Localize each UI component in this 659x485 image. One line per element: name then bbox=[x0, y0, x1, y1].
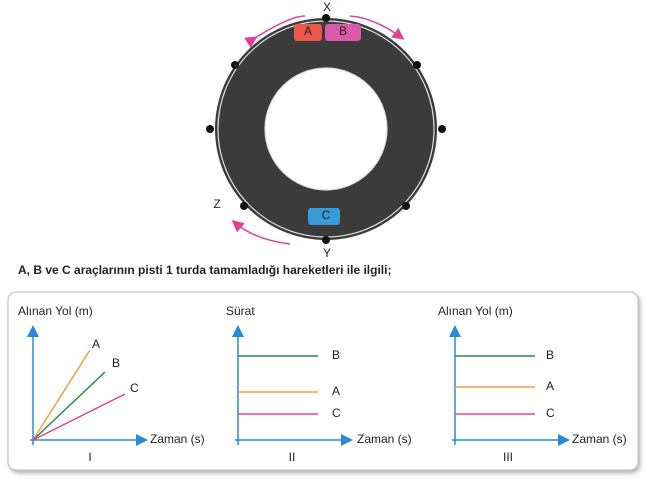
x-axis-label: Zaman (s) bbox=[150, 432, 205, 446]
car-label: B bbox=[339, 24, 347, 38]
graph-line bbox=[32, 349, 91, 441]
point-label: Z bbox=[213, 197, 220, 211]
track-inner bbox=[264, 67, 388, 191]
panel bbox=[7, 291, 639, 471]
point-label: Y bbox=[323, 246, 331, 260]
y-axis-label: Alınan Yol (m) bbox=[438, 304, 513, 318]
y-axis-label: Sürat bbox=[226, 304, 255, 318]
car-label: A bbox=[304, 24, 312, 38]
line-label: C bbox=[546, 406, 555, 420]
graph-numeral: I bbox=[88, 450, 91, 464]
line-label: A bbox=[332, 384, 340, 398]
track: A B C X Y Z bbox=[206, 0, 446, 260]
y-axis-label: Alınan Yol (m) bbox=[18, 304, 93, 318]
line-label: A bbox=[92, 337, 100, 351]
x-axis-label: Zaman (s) bbox=[572, 432, 627, 446]
line-label: A bbox=[546, 379, 554, 393]
car bbox=[325, 24, 361, 41]
car-label: C bbox=[322, 208, 331, 222]
graph-numeral: II bbox=[289, 450, 296, 464]
arrow bbox=[349, 15, 405, 40]
arrow bbox=[231, 220, 291, 245]
graph-line bbox=[32, 393, 126, 441]
car bbox=[308, 208, 340, 225]
line-label: B bbox=[332, 348, 340, 362]
point-label: X bbox=[323, 0, 331, 14]
graph-line bbox=[32, 371, 106, 441]
x-axis-label: Zaman (s) bbox=[357, 432, 412, 446]
line-label: C bbox=[130, 381, 139, 395]
arrow bbox=[244, 15, 306, 48]
line-label: B bbox=[112, 356, 120, 370]
line-label: B bbox=[546, 348, 554, 362]
car bbox=[294, 24, 322, 41]
graph-numeral: III bbox=[503, 450, 513, 464]
track-dots bbox=[206, 14, 446, 244]
line-label: C bbox=[332, 406, 341, 420]
question: A, B ve C araçlarının pisti 1 turda tama… bbox=[18, 263, 391, 277]
